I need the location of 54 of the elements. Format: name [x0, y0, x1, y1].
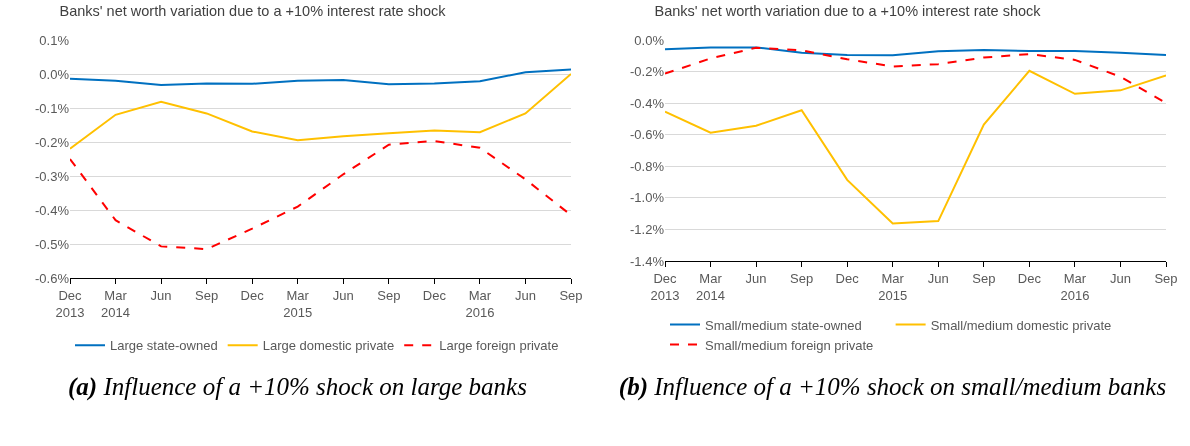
legend-label: Large domestic private	[262, 338, 395, 354]
x-tick-label: Mar 2016	[1060, 270, 1090, 303]
line-series	[665, 46, 1166, 57]
y-tick-label: -0.8%	[630, 158, 665, 174]
x-tick-label: Mar 2015	[878, 270, 908, 303]
y-tick-label: -0.4%	[35, 202, 70, 218]
y-tick-label: 0.0%	[634, 32, 665, 48]
line-series	[665, 69, 1166, 225]
x-tick-label: Jun	[150, 287, 172, 303]
x-tick-label: Jun	[514, 287, 536, 303]
line-series	[70, 68, 571, 86]
x-tick-label: Sep	[559, 287, 583, 303]
y-tick-label: -0.2%	[35, 134, 70, 150]
y-tick-label: -1.4%	[630, 253, 665, 269]
x-tick-label: Jun	[332, 287, 354, 303]
x-tick-label: Mar 2016	[465, 287, 495, 320]
chart-title: Banks' net worth variation due to a +10% interest rate shock	[654, 2, 1042, 19]
x-tick-label: Sep	[1154, 270, 1178, 286]
x-tick-label: Dec 2013	[650, 270, 680, 303]
x-tick-label: Dec	[835, 270, 860, 286]
x-tick-label: Mar 2015	[283, 287, 313, 320]
legend-label: Small/medium state-owned	[705, 317, 862, 333]
legend-label: Large foreign private	[439, 338, 559, 354]
x-tick-label: Dec	[1017, 270, 1042, 286]
x-tick-label: Dec	[240, 287, 265, 303]
y-tick-label: -1.2%	[630, 221, 665, 237]
x-tick-label: Jun	[927, 270, 949, 286]
text: (a) Influence of a +10% shock on large banks	[67, 372, 528, 402]
y-tick-label: 0.1%	[39, 32, 70, 48]
x-tick-label: Dec 2013	[55, 287, 85, 320]
legend-label: Small/medium domestic private	[930, 317, 1112, 333]
chart-title: Banks' net worth variation due to a +10% interest rate shock	[59, 2, 447, 19]
y-tick-label: -1.0%	[630, 190, 665, 206]
x-tick-label: Jun	[745, 270, 767, 286]
y-tick-label: -0.1%	[35, 100, 70, 116]
x-tick-label: Sep	[195, 287, 219, 303]
x-tick-label: Mar 2014	[696, 270, 726, 303]
text: (b) Influence of a +10% shock on small/medium banks	[617, 372, 1168, 402]
x-tick-label: Sep	[972, 270, 996, 286]
x-tick-label: Dec	[422, 287, 447, 303]
x-tick-label: Sep	[790, 270, 814, 286]
legend-label: Large state-owned	[110, 338, 218, 354]
y-tick-label: -0.5%	[35, 236, 70, 252]
y-tick-label: -0.4%	[630, 95, 665, 111]
x-tick-label: Jun	[1109, 270, 1131, 286]
x-tick-label: Mar 2014	[101, 287, 131, 320]
y-tick-label: -0.3%	[35, 168, 70, 184]
y-tick-label: -0.2%	[630, 64, 665, 80]
x-tick-label: Sep	[377, 287, 401, 303]
y-tick-label: -0.6%	[630, 127, 665, 143]
legend-label: Small/medium foreign private	[705, 337, 874, 353]
line-series	[70, 73, 571, 150]
y-tick-label: 0.0%	[39, 66, 70, 82]
y-tick-label: -0.6%	[35, 270, 70, 286]
